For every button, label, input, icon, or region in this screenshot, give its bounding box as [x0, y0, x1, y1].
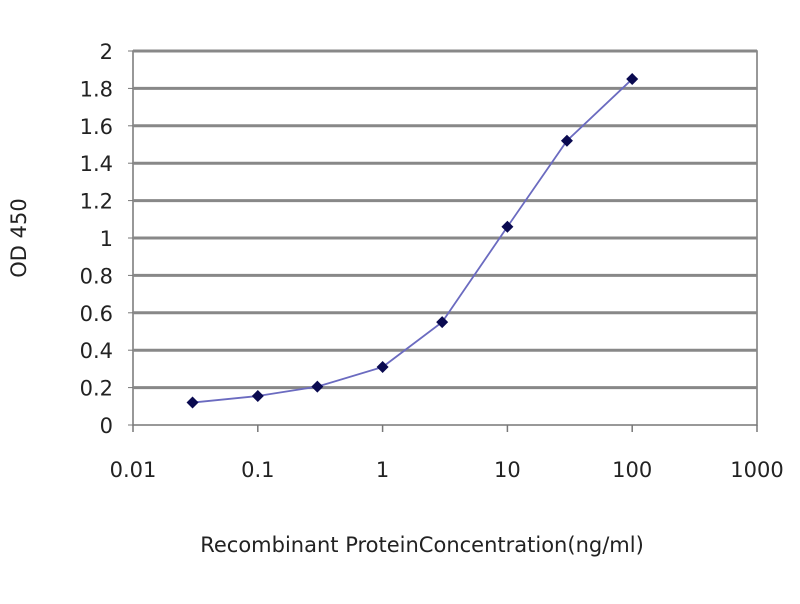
- data-point: [311, 380, 324, 393]
- y-tick-label: 0: [100, 414, 113, 438]
- y-tick-label: 0.4: [80, 339, 113, 363]
- y-tick-label: 1.2: [80, 190, 113, 214]
- data-point: [626, 73, 639, 86]
- y-tick-label: 1: [100, 227, 113, 251]
- y-tick-label: 0.2: [80, 377, 113, 401]
- data-point: [436, 316, 449, 329]
- x-tick-label: 0.1: [241, 458, 274, 482]
- data-point: [560, 134, 573, 147]
- y-tick-label: 0.6: [80, 302, 113, 326]
- y-tick-label: 1.6: [80, 115, 113, 139]
- data-point: [251, 390, 264, 403]
- y-axis-label: OD 450: [7, 198, 31, 277]
- x-tick-label: 0.01: [110, 458, 157, 482]
- x-tick-label: 1000: [730, 458, 783, 482]
- data-point: [501, 220, 514, 233]
- series-line: [192, 78, 633, 404]
- x-tick-label: 1: [376, 458, 389, 482]
- y-tick-label: 1.8: [80, 77, 113, 101]
- data-point: [186, 396, 199, 409]
- y-tick-label: 2: [100, 40, 113, 64]
- x-tick-label: 100: [612, 458, 652, 482]
- data-point: [376, 361, 389, 374]
- x-axis-label: Recombinant ProteinConcentration(ng/ml): [200, 533, 644, 557]
- y-tick-label: 0.8: [80, 264, 113, 288]
- x-tick-label: 10: [494, 458, 521, 482]
- y-tick-label: 1.4: [80, 152, 113, 176]
